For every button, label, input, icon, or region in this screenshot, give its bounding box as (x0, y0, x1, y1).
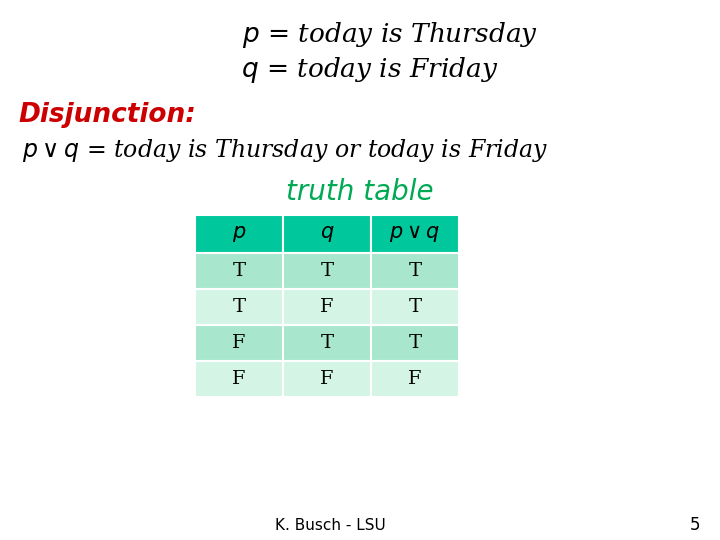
Text: T: T (320, 334, 333, 352)
Bar (371, 215, 459, 253)
Text: $q$: $q$ (320, 224, 334, 244)
Bar (283, 325, 371, 361)
Text: T: T (320, 262, 333, 280)
Text: F: F (408, 370, 422, 388)
Bar (195, 325, 283, 361)
Bar (195, 253, 283, 289)
Text: $p \vee q$: $p \vee q$ (390, 224, 441, 245)
Bar (371, 253, 459, 289)
Text: F: F (233, 334, 246, 352)
Text: F: F (320, 298, 334, 316)
Text: $q$ = today is Friday: $q$ = today is Friday (241, 55, 499, 85)
Text: $p \vee q$ = today is Thursday or today is Friday: $p \vee q$ = today is Thursday or today … (22, 137, 548, 164)
Bar (371, 289, 459, 325)
Text: T: T (408, 262, 422, 280)
Bar (195, 289, 283, 325)
Text: truth table: truth table (286, 178, 434, 206)
Text: T: T (408, 334, 422, 352)
Text: K. Busch - LSU: K. Busch - LSU (274, 517, 385, 532)
Text: Disjunction:: Disjunction: (18, 102, 196, 128)
Text: $p$ = today is Thursday: $p$ = today is Thursday (242, 20, 538, 50)
Text: F: F (233, 370, 246, 388)
Bar (283, 361, 371, 397)
Bar (195, 215, 283, 253)
Text: F: F (320, 370, 334, 388)
Bar (371, 361, 459, 397)
Bar (283, 289, 371, 325)
Text: $p$: $p$ (232, 224, 246, 244)
Bar (283, 215, 371, 253)
Text: T: T (233, 262, 246, 280)
Bar (283, 253, 371, 289)
Bar (371, 325, 459, 361)
Text: T: T (233, 298, 246, 316)
Text: 5: 5 (690, 516, 701, 534)
Text: T: T (408, 298, 422, 316)
Bar (195, 361, 283, 397)
